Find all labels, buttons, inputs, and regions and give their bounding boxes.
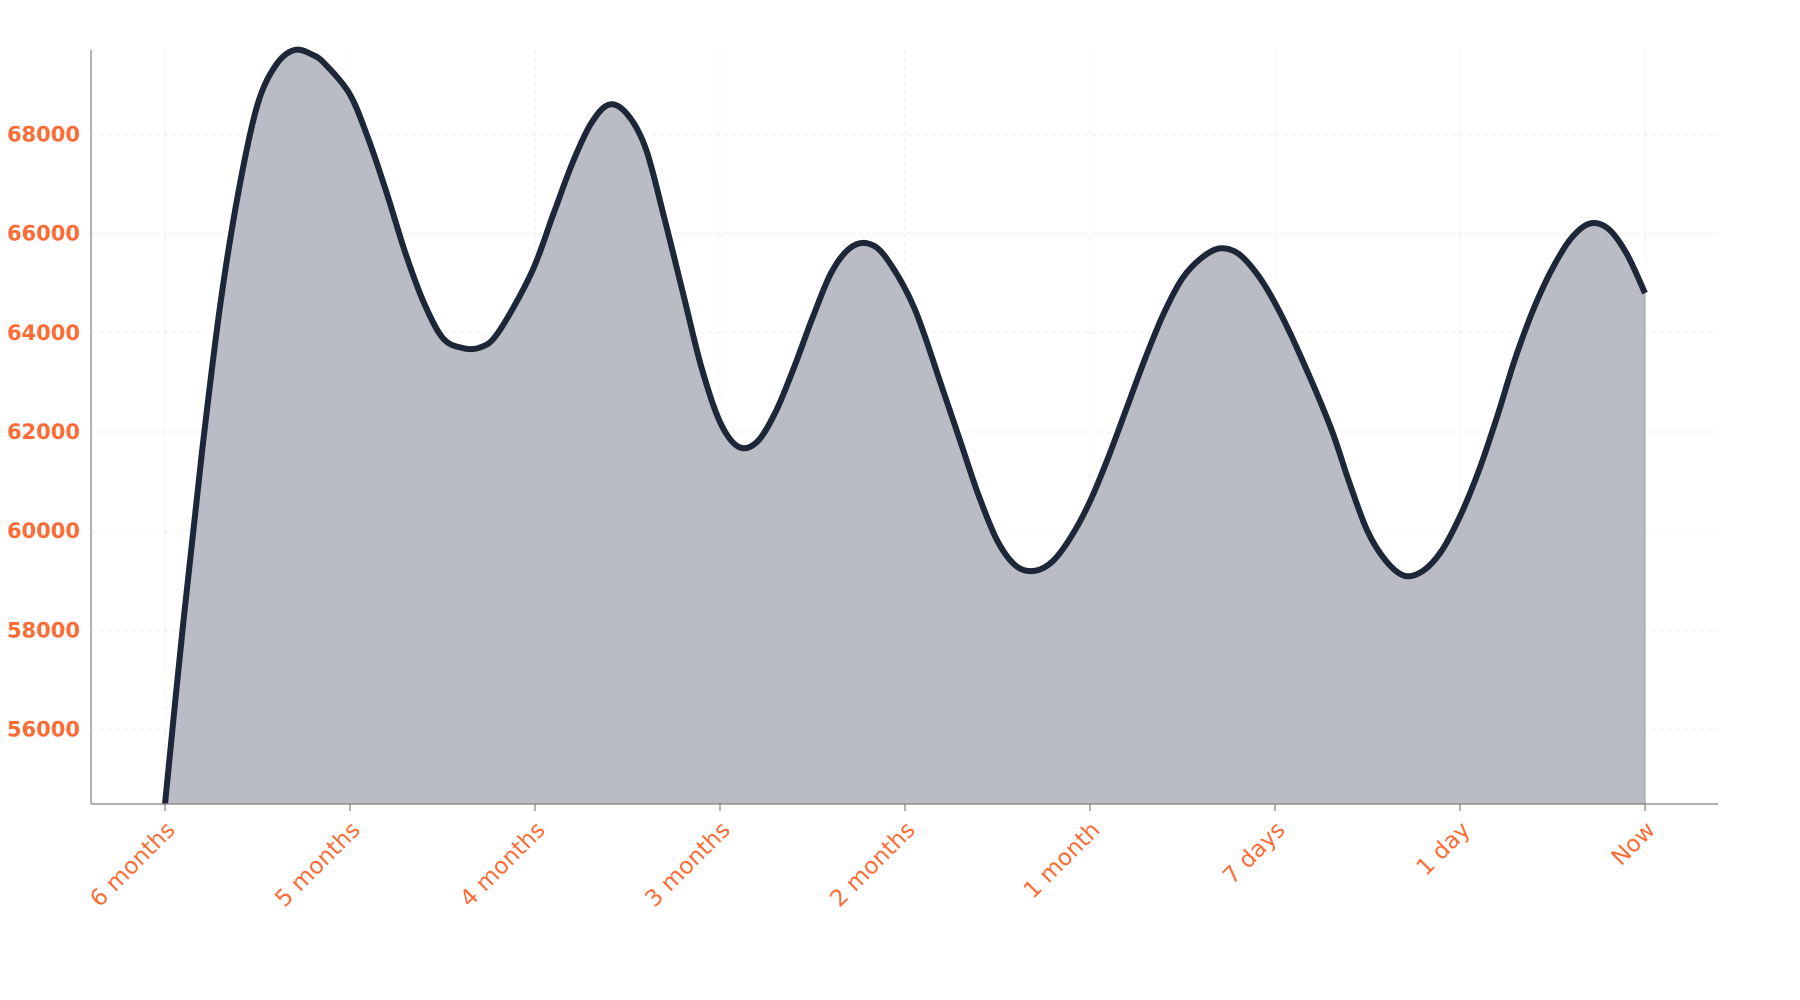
- x-tick-label: 1 day: [1412, 817, 1476, 881]
- y-tick-label: 64000: [7, 321, 80, 345]
- y-tick-label: 56000: [7, 718, 80, 742]
- x-axis-ticks: 6 months 5 months 4 months 3 months 2 months…: [85, 804, 1661, 912]
- x-tick-label: 7 days: [1218, 817, 1290, 889]
- y-tick-label: 60000: [7, 519, 80, 543]
- x-tick-label: 4 months: [455, 817, 550, 912]
- series-area-fill: [165, 49, 1645, 805]
- y-axis-ticks: 56000 58000 60000 62000 64000 66000 68000: [7, 122, 80, 741]
- x-tick-label: 5 months: [270, 817, 365, 912]
- series-line: [162, 46, 1648, 805]
- x-tick-label: Now: [1607, 817, 1661, 871]
- y-tick-label: 62000: [7, 420, 80, 444]
- x-tick-label: 6 months: [85, 817, 180, 912]
- y-tick-label: 68000: [7, 122, 80, 146]
- x-tick-label: 1 month: [1019, 817, 1106, 904]
- y-tick-label: 66000: [7, 222, 80, 246]
- x-tick-label: 3 months: [640, 817, 735, 912]
- y-tick-label: 58000: [7, 618, 80, 642]
- x-tick-label: 2 months: [825, 817, 920, 912]
